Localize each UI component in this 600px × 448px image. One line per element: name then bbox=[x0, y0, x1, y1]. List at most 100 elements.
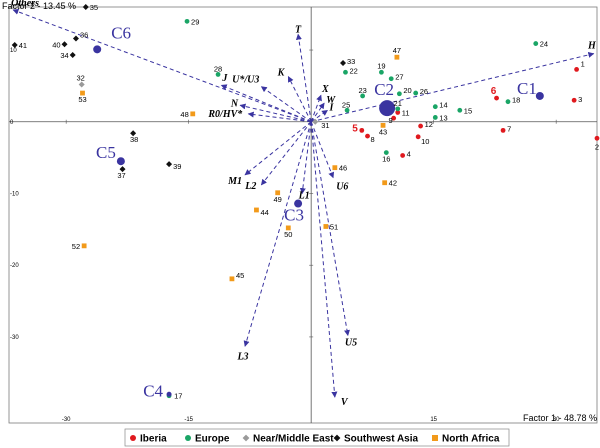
variable-label-I: I bbox=[329, 102, 335, 113]
variable-arrow-L2 bbox=[260, 121, 312, 186]
point-southwest-asia-33 bbox=[340, 59, 347, 66]
point-label-13: 13 bbox=[439, 113, 447, 122]
legend-label-southwest-asia: Southwest Asia bbox=[344, 434, 419, 445]
variable-label-L2: L2 bbox=[244, 181, 256, 192]
point-label-32: 32 bbox=[77, 73, 85, 82]
x-tick-label: -15 bbox=[184, 417, 193, 423]
point-europe-19 bbox=[379, 69, 384, 75]
point-label-5: 5 bbox=[352, 123, 358, 134]
point-label-34: 34 bbox=[60, 51, 68, 60]
point-label-47: 47 bbox=[393, 46, 401, 55]
point-label-25: 25 bbox=[342, 100, 350, 109]
point-iberia-4 bbox=[400, 153, 406, 158]
plot-frame bbox=[8, 6, 598, 424]
point-label-2: 2 bbox=[595, 142, 599, 151]
point-label-24: 24 bbox=[540, 40, 548, 49]
point-label-19: 19 bbox=[377, 61, 385, 70]
centroids bbox=[93, 45, 544, 397]
legend-label-near-middle-east: Near/Middle East bbox=[253, 434, 334, 445]
point-europe-15 bbox=[457, 107, 463, 113]
variable-arrow-M1 bbox=[244, 121, 312, 176]
y-tick-label: -10 bbox=[10, 191, 19, 197]
legend-marker-europe bbox=[185, 435, 191, 441]
variable-label-U5: U5 bbox=[345, 337, 357, 348]
point-label-10: 10 bbox=[421, 137, 429, 146]
variable-label-W: W bbox=[326, 95, 336, 106]
point-label-43: 43 bbox=[379, 127, 387, 136]
point-europe-28 bbox=[215, 72, 221, 77]
point-label-7: 7 bbox=[507, 124, 511, 133]
centroid-C2 bbox=[379, 100, 396, 117]
variable-arrow-L3 bbox=[243, 121, 312, 347]
legend-label-europe: Europe bbox=[195, 434, 230, 445]
centroid-C4 bbox=[166, 391, 172, 397]
point-europe-14 bbox=[432, 104, 438, 110]
point-label-3: 3 bbox=[578, 95, 582, 104]
point-label-14: 14 bbox=[439, 101, 447, 110]
point-label-50: 50 bbox=[284, 230, 292, 239]
point-iberia-10 bbox=[415, 134, 421, 140]
point-label-42: 42 bbox=[389, 179, 397, 188]
point-label-20: 20 bbox=[403, 86, 411, 95]
point-southwest-asia-38 bbox=[130, 130, 137, 137]
point-iberia-5 bbox=[359, 127, 365, 133]
centroid-label-C4: C4 bbox=[143, 381, 163, 400]
variable-arrow-I bbox=[310, 109, 328, 123]
point-iberia-7 bbox=[500, 127, 506, 133]
variable-label-N: N bbox=[230, 98, 239, 109]
point-iberia-8 bbox=[365, 133, 370, 139]
legend-marker-near-middle-east bbox=[242, 434, 250, 442]
point-label-35: 35 bbox=[90, 3, 98, 12]
point-europe-23 bbox=[360, 93, 366, 99]
point-label-37: 37 bbox=[117, 171, 125, 180]
point-southwest-asia-36 bbox=[72, 35, 79, 42]
y-tick-label: -30 bbox=[10, 335, 19, 341]
point-label-26: 26 bbox=[420, 87, 428, 96]
point-label-8: 8 bbox=[371, 135, 375, 144]
point-europe-18 bbox=[505, 99, 511, 105]
variable-label-L1: L1 bbox=[298, 190, 310, 201]
variable-label-Others: Others bbox=[11, 0, 39, 9]
variable-arrow-J bbox=[220, 84, 312, 123]
point-iberia-6 bbox=[494, 95, 499, 101]
point-north-africa-50 bbox=[285, 225, 291, 231]
variable-label-U*/U3: U*/U3 bbox=[232, 75, 259, 86]
variable-label-J: J bbox=[221, 73, 228, 84]
point-label-52: 52 bbox=[72, 242, 80, 251]
point-label-28: 28 bbox=[214, 64, 222, 73]
point-label-38: 38 bbox=[130, 135, 138, 144]
point-southwest-asia-39 bbox=[166, 161, 173, 168]
point-north-africa-43 bbox=[380, 122, 386, 128]
point-europe-21 bbox=[395, 106, 401, 112]
variable-arrow-V bbox=[310, 121, 338, 398]
y-tick-label: 10 bbox=[10, 48, 17, 54]
y-tick-label: 0 bbox=[10, 120, 14, 126]
point-southwest-asia-35 bbox=[82, 4, 89, 10]
x-tick-label: 30 bbox=[553, 417, 560, 423]
legend-marker-southwest-asia bbox=[333, 434, 341, 442]
variable-label-H: H bbox=[587, 41, 597, 52]
point-label-49: 49 bbox=[274, 195, 282, 204]
point-near-middle-east-32 bbox=[78, 81, 85, 88]
point-iberia-12 bbox=[418, 123, 423, 129]
point-label-36: 36 bbox=[80, 31, 88, 40]
y-tick-label: -20 bbox=[10, 263, 19, 269]
point-north-africa-49 bbox=[275, 190, 281, 196]
point-label-46: 46 bbox=[339, 164, 347, 173]
point-label-23: 23 bbox=[358, 86, 366, 95]
point-label-27: 27 bbox=[395, 73, 403, 82]
variable-label-V: V bbox=[341, 397, 349, 408]
variable-label-X: X bbox=[321, 84, 329, 95]
variable-arrow-U6 bbox=[310, 121, 335, 179]
point-europe-16 bbox=[383, 150, 389, 156]
point-label-33: 33 bbox=[347, 57, 355, 66]
variable-label-L3: L3 bbox=[236, 351, 248, 362]
point-europe-13 bbox=[432, 115, 438, 120]
point-label-12: 12 bbox=[425, 120, 433, 129]
point-label-39: 39 bbox=[173, 162, 181, 171]
variable-arrow-N bbox=[239, 103, 312, 123]
point-label-21: 21 bbox=[394, 99, 402, 108]
legend: Iberia Europe Near/Middle East Southwest As… bbox=[124, 428, 510, 447]
variable-label-T: T bbox=[295, 24, 302, 35]
